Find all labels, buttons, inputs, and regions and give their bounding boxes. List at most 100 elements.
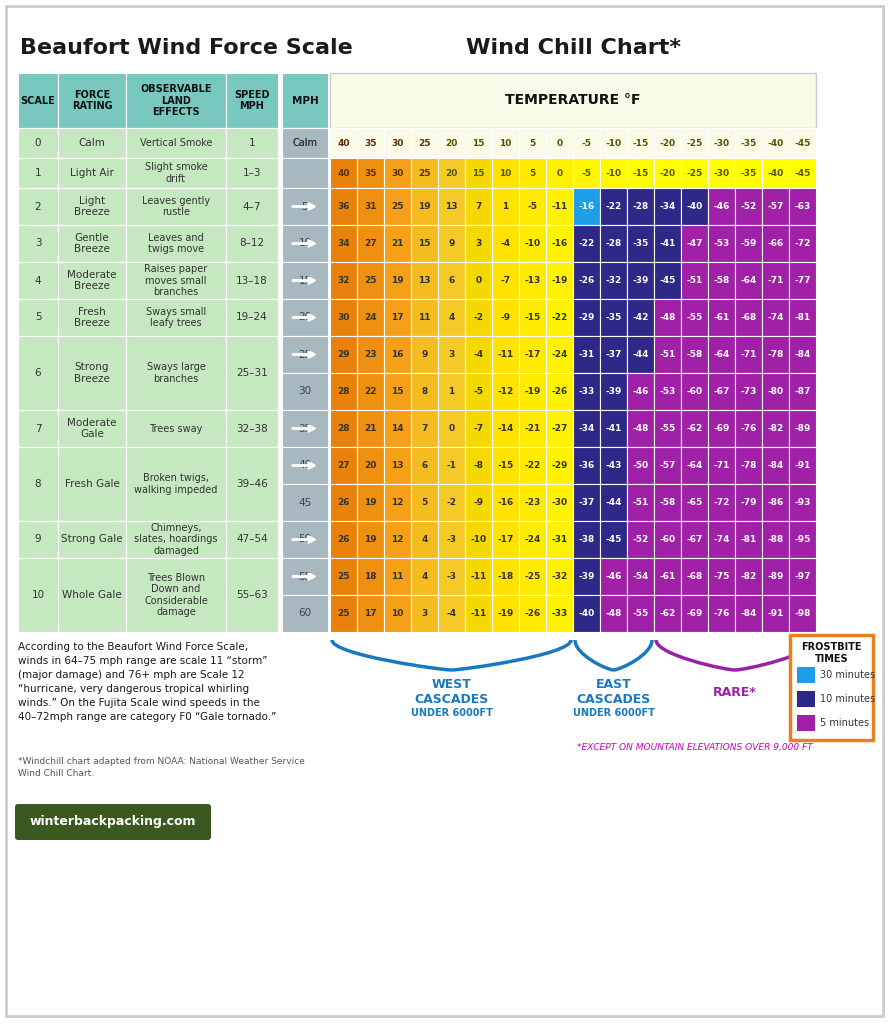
- Bar: [519, 158, 546, 188]
- Text: Leaves and
twigs move: Leaves and twigs move: [148, 232, 204, 254]
- Text: Sways small
leafy trees: Sways small leafy trees: [146, 307, 206, 329]
- Bar: [492, 128, 519, 158]
- Text: -9: -9: [473, 498, 483, 507]
- Text: -7: -7: [473, 424, 483, 433]
- Bar: [708, 484, 735, 521]
- Bar: [465, 410, 492, 447]
- Text: -28: -28: [605, 239, 621, 248]
- Bar: [654, 128, 681, 158]
- Text: FROSTBITE
TIMES: FROSTBITE TIMES: [801, 642, 862, 664]
- Bar: [681, 188, 708, 225]
- Text: 55: 55: [298, 571, 312, 582]
- Text: TEMPERATURE °F: TEMPERATURE °F: [506, 93, 641, 108]
- Text: -58: -58: [686, 350, 702, 359]
- Bar: [465, 262, 492, 299]
- Text: -57: -57: [767, 202, 784, 211]
- Text: -89: -89: [794, 424, 811, 433]
- Bar: [627, 558, 654, 595]
- Bar: [600, 595, 627, 632]
- Text: 5 minutes: 5 minutes: [820, 718, 870, 728]
- Bar: [519, 558, 546, 595]
- Bar: [519, 595, 546, 632]
- Bar: [465, 336, 492, 373]
- Text: -32: -32: [552, 572, 568, 581]
- Text: Light Air: Light Air: [70, 168, 114, 178]
- Text: -87: -87: [794, 387, 811, 396]
- Text: -16: -16: [578, 202, 595, 211]
- Bar: [681, 373, 708, 410]
- Text: -13: -13: [524, 276, 540, 285]
- Text: -84: -84: [794, 350, 811, 359]
- Bar: [627, 484, 654, 521]
- Bar: [411, 262, 438, 299]
- Bar: [762, 558, 789, 595]
- Text: -89: -89: [767, 572, 784, 581]
- Text: -3: -3: [447, 535, 457, 544]
- Text: 20: 20: [298, 312, 312, 323]
- Bar: [438, 521, 465, 558]
- Bar: [384, 595, 411, 632]
- Text: 30 minutes: 30 minutes: [820, 670, 875, 680]
- Text: UNDER 6000FT: UNDER 6000FT: [410, 708, 492, 718]
- Text: 25: 25: [392, 202, 404, 211]
- Text: -77: -77: [794, 276, 811, 285]
- Text: WEST
CASCADES: WEST CASCADES: [415, 678, 489, 706]
- Text: -66: -66: [767, 239, 783, 248]
- Text: -15: -15: [498, 461, 514, 470]
- Text: Moderate
Gale: Moderate Gale: [68, 418, 117, 439]
- Text: -21: -21: [524, 424, 540, 433]
- Bar: [58, 188, 126, 225]
- Text: 1: 1: [449, 387, 455, 396]
- Text: -67: -67: [713, 387, 730, 396]
- Text: 25: 25: [337, 572, 350, 581]
- Text: Fresh Gale: Fresh Gale: [65, 479, 119, 489]
- Bar: [735, 336, 762, 373]
- Text: 0: 0: [556, 138, 562, 147]
- Bar: [519, 128, 546, 158]
- Bar: [357, 262, 384, 299]
- Text: -9: -9: [500, 313, 511, 322]
- Text: Whole Gale: Whole Gale: [62, 590, 122, 600]
- Text: Fresh
Breeze: Fresh Breeze: [74, 307, 110, 329]
- Bar: [546, 299, 573, 336]
- Bar: [789, 410, 816, 447]
- Text: 25: 25: [364, 276, 376, 285]
- Text: 5: 5: [530, 138, 536, 147]
- Text: -1: -1: [447, 461, 457, 470]
- Bar: [681, 336, 708, 373]
- Bar: [708, 262, 735, 299]
- Text: 15: 15: [298, 275, 312, 286]
- Text: -81: -81: [795, 313, 811, 322]
- Bar: [654, 595, 681, 632]
- Text: -42: -42: [632, 313, 649, 322]
- Text: -36: -36: [578, 461, 595, 470]
- Bar: [627, 188, 654, 225]
- Bar: [58, 225, 126, 262]
- Bar: [18, 521, 58, 558]
- Bar: [573, 447, 600, 484]
- Text: 7: 7: [35, 424, 41, 433]
- Bar: [438, 558, 465, 595]
- Text: -72: -72: [794, 239, 811, 248]
- Text: -58: -58: [659, 498, 676, 507]
- Text: -74: -74: [767, 313, 784, 322]
- Bar: [492, 262, 519, 299]
- Text: 4: 4: [421, 535, 428, 544]
- Text: 0: 0: [449, 424, 455, 433]
- Bar: [681, 128, 708, 158]
- Bar: [708, 595, 735, 632]
- Text: -4: -4: [447, 609, 457, 618]
- Text: -20: -20: [659, 138, 676, 147]
- Text: -61: -61: [659, 572, 676, 581]
- Bar: [789, 521, 816, 558]
- Text: 13: 13: [445, 202, 457, 211]
- Bar: [438, 299, 465, 336]
- Bar: [546, 373, 573, 410]
- Bar: [708, 158, 735, 188]
- Text: -65: -65: [686, 498, 702, 507]
- Bar: [600, 128, 627, 158]
- Bar: [627, 336, 654, 373]
- Text: 8–12: 8–12: [239, 239, 264, 249]
- Bar: [789, 188, 816, 225]
- Bar: [735, 521, 762, 558]
